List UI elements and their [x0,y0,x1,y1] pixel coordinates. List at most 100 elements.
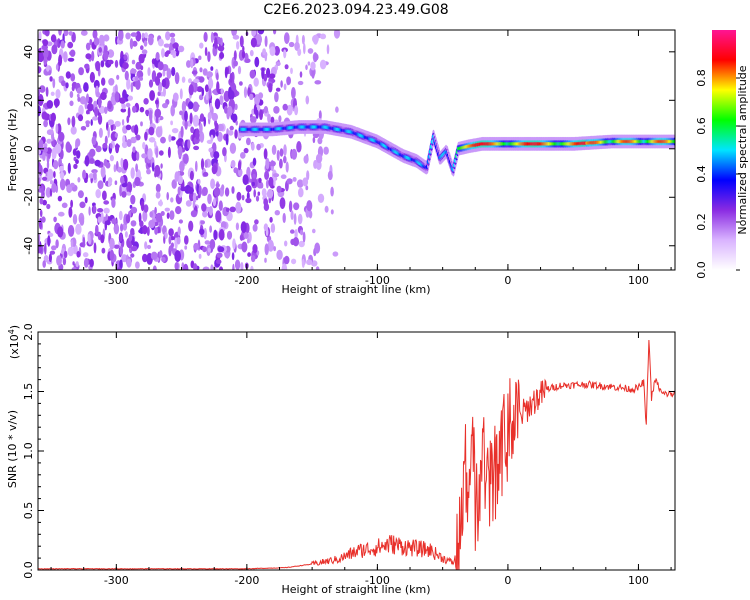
heatmap-cell [135,61,142,70]
heatmap-cell [130,245,138,252]
heatmap-cell [123,158,129,171]
heatmap-cell [271,144,277,155]
heatmap-cell [178,219,183,224]
heatmap-cell [305,185,309,191]
heatmap-cell [126,139,132,147]
heatmap-cell [125,102,131,108]
heatmap-cell [79,216,85,226]
heatmap-cell [249,49,254,57]
heatmap-cell [208,88,212,99]
y-tick-label: 0.0 [22,561,35,579]
heatmap-cell [241,241,248,253]
heatmap-cell [57,226,64,238]
heatmap-cell [234,259,241,270]
heatmap-cell [121,119,125,126]
heatmap-cell [330,186,334,197]
heatmap-cell [219,266,223,270]
heatmap-cell [198,94,204,101]
heatmap-cell [107,182,111,187]
heatmap-cell [170,197,174,203]
heatmap-cell [195,160,198,172]
heatmap-cell [89,148,96,157]
heatmap-cell [250,37,257,48]
heatmap-cell [312,34,319,44]
heatmap-cell [58,75,64,80]
heatmap-cell [204,240,211,245]
heatmap-cell [251,30,257,37]
heatmap-cell [104,106,108,115]
heatmap-cell [70,199,73,208]
heatmap-cell [114,91,120,103]
heatmap-cell [42,260,46,268]
heatmap-cell [144,144,149,156]
heatmap-cell [138,53,145,64]
heatmap-cell [44,30,50,37]
heatmap-cell [298,240,305,248]
heatmap-cell [183,263,189,270]
heatmap-cell [59,178,66,191]
heatmap-cell [283,255,290,265]
heatmap-cell [103,49,109,61]
heatmap-cell [149,90,156,101]
heatmap-cell [148,126,155,136]
heatmap-cell [155,126,163,138]
heatmap-cell [130,220,137,227]
heatmap-cell [38,139,44,151]
heatmap-cell [43,47,49,59]
heatmap-cell [158,150,164,156]
heatmap-cell [229,125,234,131]
heatmap-cell [78,104,84,116]
heatmap-cell [141,153,148,159]
heatmap-cell [56,38,61,49]
heatmap-cell [167,146,171,158]
heatmap-cell [310,61,316,71]
y-tick-label: 0.5 [22,502,35,520]
heatmap-cell [168,228,174,237]
heatmap-cell [126,78,131,90]
heatmap-cell [114,59,119,68]
heatmap-cell [63,51,68,63]
heatmap-cell [201,87,205,97]
heatmap-cell [46,138,52,144]
heatmap-cell [177,138,184,143]
heatmap-cell [169,32,176,38]
heatmap-cell [257,191,261,196]
heatmap-cell [38,164,43,176]
heatmap-cell [152,265,157,270]
heatmap-cell [126,191,132,196]
heatmap-cell [269,160,276,167]
heatmap-cell [200,158,205,171]
heatmap-cell [43,57,47,66]
heatmap-cell [199,131,205,143]
heatmap-cell [97,208,104,213]
snr-y-ticks: 0.0 0.5 1.0 1.5 2.0 [22,323,675,579]
heatmap-cell [76,150,81,159]
heatmap-cell [58,132,65,142]
heatmap-cell [297,80,304,86]
heatmap-cell [273,177,276,187]
heatmap-cell [55,123,59,134]
heatmap-cell [297,213,303,225]
heatmap-cell [140,65,144,71]
heatmap-cell [90,119,93,126]
heatmap-cell [107,49,115,58]
heatmap-cell [193,242,200,251]
heatmap-cell [177,45,185,53]
heatmap-cell [270,223,276,234]
heatmap-cell [102,143,108,149]
heatmap-cell [161,48,165,58]
heatmap-cell [190,210,198,218]
heatmap-cell [247,238,250,244]
heatmap-cell [177,226,181,236]
heatmap-cell [273,106,280,114]
heatmap-cell [134,176,141,187]
heatmap-cell [103,200,110,205]
heatmap-cell [43,119,48,128]
heatmap-cell [326,44,330,55]
heatmap-cell [63,250,68,259]
heatmap-cell [209,239,216,250]
heatmap-cell [257,30,265,35]
heatmap-cell [176,236,181,245]
heatmap-cell [76,93,80,98]
heatmap-cell [147,148,153,160]
